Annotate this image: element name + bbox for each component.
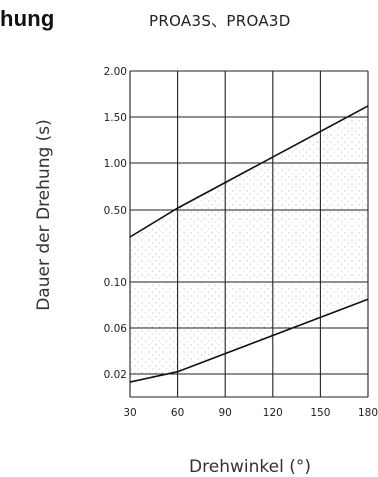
y-tick-label: 0.50 — [104, 205, 127, 217]
section-heading: hung — [0, 6, 55, 31]
y-tick-label: 0.02 — [104, 369, 127, 381]
model-title: PROA3S、PROA3D — [149, 12, 291, 30]
upper-series-line — [129, 105, 369, 238]
grid — [129, 70, 369, 398]
x-tick-label: 30 — [123, 407, 136, 419]
shaded-band — [130, 105, 368, 383]
y-tick-label: 2.00 — [104, 66, 127, 78]
x-tick-label: 120 — [263, 407, 283, 419]
lower-series-line — [129, 298, 369, 383]
y-tick-label: 0.06 — [104, 323, 128, 335]
x-tick-labels: 30 60 90 120 150 180 — [123, 407, 378, 419]
y-tick-label: 1.50 — [104, 112, 127, 124]
y-axis-label: Dauer der Drehung (s) — [34, 119, 54, 311]
x-tick-label: 180 — [358, 407, 378, 419]
y-tick-label: 0.10 — [104, 277, 127, 289]
y-tick-label: 1.00 — [104, 158, 127, 170]
y-tick-labels: 2.00 1.50 1.00 0.50 0.10 0.06 0.02 — [104, 66, 128, 381]
x-tick-label: 150 — [310, 407, 330, 419]
x-tick-label: 90 — [219, 407, 232, 419]
x-tick-label: 60 — [171, 407, 184, 419]
shaded-region — [130, 105, 368, 383]
x-axis-label: Drehwinkel (°) — [189, 457, 311, 477]
series-lines — [129, 105, 369, 383]
